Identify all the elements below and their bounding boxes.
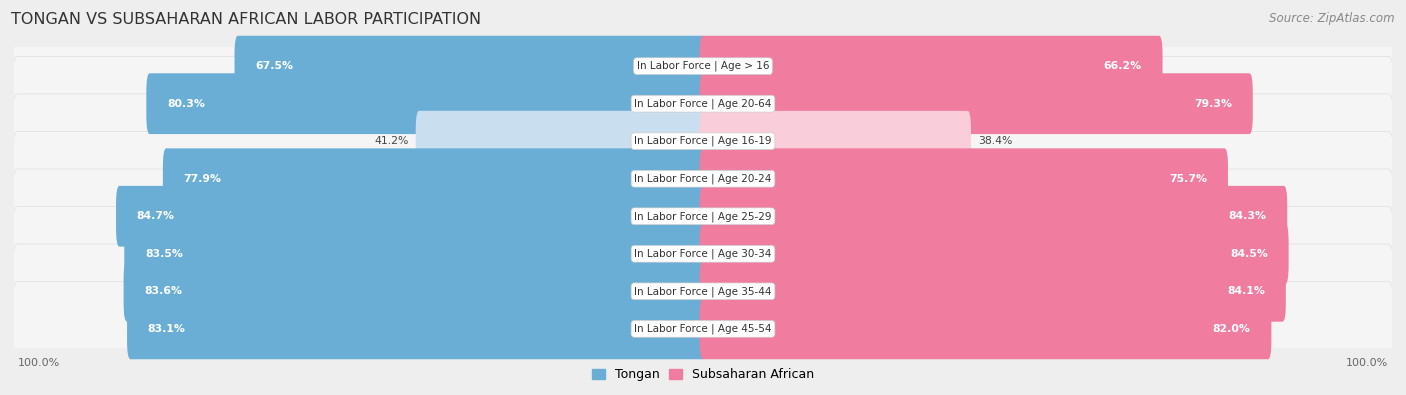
FancyBboxPatch shape <box>700 111 972 171</box>
FancyBboxPatch shape <box>13 19 1393 113</box>
Text: 83.6%: 83.6% <box>145 286 183 296</box>
Text: 84.5%: 84.5% <box>1230 249 1268 259</box>
Text: In Labor Force | Age 45-54: In Labor Force | Age 45-54 <box>634 324 772 334</box>
FancyBboxPatch shape <box>124 224 706 284</box>
Text: 100.0%: 100.0% <box>1347 357 1389 368</box>
Text: In Labor Force | Age 16-19: In Labor Force | Age 16-19 <box>634 136 772 147</box>
FancyBboxPatch shape <box>13 207 1393 301</box>
Text: TONGAN VS SUBSAHARAN AFRICAN LABOR PARTICIPATION: TONGAN VS SUBSAHARAN AFRICAN LABOR PARTI… <box>11 12 481 27</box>
FancyBboxPatch shape <box>124 261 706 322</box>
FancyBboxPatch shape <box>117 186 706 246</box>
Text: 66.2%: 66.2% <box>1104 61 1142 71</box>
Text: In Labor Force | Age 30-34: In Labor Force | Age 30-34 <box>634 248 772 259</box>
FancyBboxPatch shape <box>163 149 706 209</box>
Text: 41.2%: 41.2% <box>374 136 409 146</box>
FancyBboxPatch shape <box>13 169 1393 263</box>
FancyBboxPatch shape <box>700 186 1288 246</box>
FancyBboxPatch shape <box>700 149 1227 209</box>
FancyBboxPatch shape <box>235 36 706 96</box>
FancyBboxPatch shape <box>13 282 1393 376</box>
FancyBboxPatch shape <box>700 36 1163 96</box>
Text: 75.7%: 75.7% <box>1170 174 1208 184</box>
FancyBboxPatch shape <box>13 132 1393 226</box>
FancyBboxPatch shape <box>13 94 1393 188</box>
Text: In Labor Force | Age 35-44: In Labor Force | Age 35-44 <box>634 286 772 297</box>
FancyBboxPatch shape <box>700 224 1289 284</box>
Text: 79.3%: 79.3% <box>1194 99 1232 109</box>
Text: In Labor Force | Age > 16: In Labor Force | Age > 16 <box>637 61 769 71</box>
FancyBboxPatch shape <box>13 244 1393 339</box>
Text: 77.9%: 77.9% <box>184 174 222 184</box>
Text: Source: ZipAtlas.com: Source: ZipAtlas.com <box>1270 12 1395 25</box>
Text: 80.3%: 80.3% <box>167 99 205 109</box>
Legend: Tongan, Subsaharan African: Tongan, Subsaharan African <box>588 363 818 386</box>
Text: In Labor Force | Age 20-24: In Labor Force | Age 20-24 <box>634 173 772 184</box>
FancyBboxPatch shape <box>146 73 706 134</box>
Text: In Labor Force | Age 20-64: In Labor Force | Age 20-64 <box>634 98 772 109</box>
FancyBboxPatch shape <box>416 111 706 171</box>
Text: In Labor Force | Age 25-29: In Labor Force | Age 25-29 <box>634 211 772 222</box>
Text: 67.5%: 67.5% <box>254 61 294 71</box>
Text: 84.7%: 84.7% <box>136 211 174 221</box>
Text: 84.3%: 84.3% <box>1229 211 1267 221</box>
FancyBboxPatch shape <box>127 299 706 359</box>
Text: 82.0%: 82.0% <box>1213 324 1251 334</box>
Text: 100.0%: 100.0% <box>17 357 59 368</box>
FancyBboxPatch shape <box>13 56 1393 151</box>
Text: 84.1%: 84.1% <box>1227 286 1265 296</box>
FancyBboxPatch shape <box>700 261 1286 322</box>
FancyBboxPatch shape <box>700 299 1271 359</box>
Text: 83.5%: 83.5% <box>145 249 183 259</box>
FancyBboxPatch shape <box>700 73 1253 134</box>
Text: 38.4%: 38.4% <box>979 136 1012 146</box>
Text: 83.1%: 83.1% <box>148 324 186 334</box>
